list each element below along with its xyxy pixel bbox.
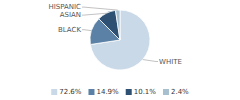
chart: WHITE BLACK ASIANHISPANIC 72.6% 14.9% 10.1% 2.… [0, 0, 240, 100]
slice-label: HISPANIC [48, 3, 81, 11]
legend-swatch [51, 89, 57, 95]
legend-swatch [88, 89, 94, 95]
pie [90, 10, 150, 70]
legend-swatch [163, 89, 169, 95]
slice-label: ASIAN [60, 11, 81, 19]
leader-line [82, 29, 91, 31]
legend-label: 14.9% [96, 88, 119, 96]
leader-line [82, 13, 106, 15]
legend-label: 72.6% [59, 88, 82, 96]
leader-line [143, 60, 158, 62]
pie-slice [99, 10, 120, 40]
leader-line [82, 7, 118, 10]
slice-label: BLACK [58, 26, 81, 34]
legend-label: 2.4% [171, 88, 189, 96]
legend-swatch [126, 89, 132, 95]
slice-labels: WHITE BLACK ASIANHISPANIC [48, 3, 181, 65]
pie-slice [115, 10, 120, 40]
pie-slice [90, 10, 150, 70]
legend: 72.6% 14.9% 10.1% 2.4% [51, 88, 189, 96]
slice-label: WHITE [159, 58, 182, 66]
legend-label: 10.1% [134, 88, 157, 96]
